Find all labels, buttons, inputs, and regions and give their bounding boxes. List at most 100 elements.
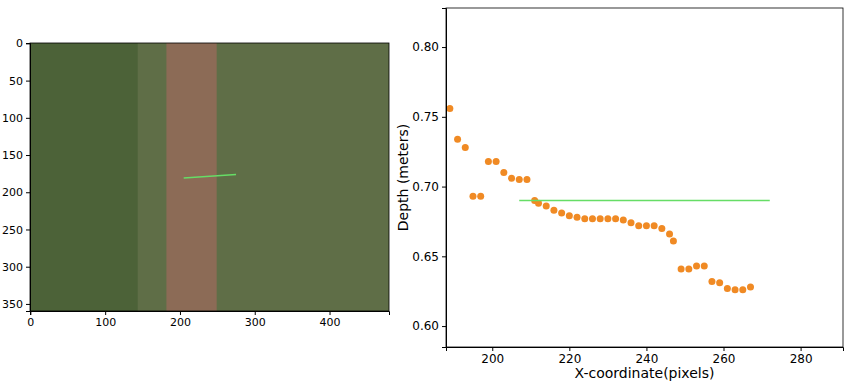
tick: 300 xyxy=(2,261,30,274)
point xyxy=(701,263,708,270)
tick-mark xyxy=(26,118,30,119)
tick-label: 0.65 xyxy=(412,250,439,264)
point xyxy=(747,284,754,291)
axis-line xyxy=(26,44,31,312)
tick: 250 xyxy=(2,224,30,237)
tick: 0.70 xyxy=(412,180,446,194)
tick: 260 xyxy=(713,347,736,366)
point xyxy=(550,207,557,214)
point xyxy=(658,225,665,232)
tick-label: 300 xyxy=(245,316,266,329)
point xyxy=(523,176,530,183)
point xyxy=(566,212,573,219)
tick-mark xyxy=(255,311,256,315)
point xyxy=(651,222,658,229)
point xyxy=(666,231,673,238)
tick-mark xyxy=(442,256,446,257)
point xyxy=(739,286,746,293)
point xyxy=(485,158,492,165)
point xyxy=(620,217,627,224)
point xyxy=(597,215,604,222)
tick: 200 xyxy=(2,186,30,199)
tick-mark xyxy=(26,229,30,230)
frame xyxy=(446,8,843,347)
point xyxy=(716,279,723,286)
tick-label: 0.60 xyxy=(412,319,439,333)
point xyxy=(670,237,677,244)
line xyxy=(519,200,770,202)
tick-label: 0 xyxy=(27,316,34,329)
tick-label: 100 xyxy=(95,316,116,329)
tick-label: 200 xyxy=(2,186,23,199)
axis-line xyxy=(442,9,447,348)
point xyxy=(558,210,565,217)
tick: 100 xyxy=(2,112,30,125)
point xyxy=(574,214,581,221)
tick: 220 xyxy=(558,347,581,366)
axis-line xyxy=(447,348,844,352)
tick-mark xyxy=(26,81,30,82)
photo-foliage xyxy=(30,43,138,311)
tick-mark xyxy=(26,192,30,193)
tick-label: 200 xyxy=(170,316,191,329)
tick-mark xyxy=(442,117,446,118)
chart-0: 0100200300400050100150200250300350 xyxy=(2,37,390,328)
point xyxy=(643,222,650,229)
point xyxy=(732,286,739,293)
tick-label: 260 xyxy=(713,352,736,366)
point xyxy=(685,265,692,272)
tick: 280 xyxy=(790,347,813,366)
tick-label: 100 xyxy=(2,112,23,125)
tick-mark xyxy=(442,326,446,327)
tick-label: 50 xyxy=(9,75,23,88)
point xyxy=(477,193,484,200)
x-axis: 200 220 240 260 280 xyxy=(447,347,844,366)
tick: 100 xyxy=(95,311,116,329)
tick: 240 xyxy=(635,347,658,366)
plot-area xyxy=(446,105,769,293)
tick-mark xyxy=(26,155,30,156)
point xyxy=(604,215,611,222)
tick: 0.75 xyxy=(412,110,446,124)
point xyxy=(612,215,619,222)
frame xyxy=(30,43,389,311)
tick-mark xyxy=(26,43,30,44)
tick-label: 240 xyxy=(635,352,658,366)
tick-label: 0 xyxy=(16,37,23,50)
tick-mark xyxy=(801,347,802,351)
tick: 0 xyxy=(16,37,30,50)
x-axis-title: X-coordinate(pixels) xyxy=(575,365,715,381)
tick-mark xyxy=(26,267,30,268)
tick: 0 xyxy=(27,311,34,329)
point xyxy=(543,203,550,210)
tick-label: 0.70 xyxy=(412,180,439,194)
x-axis: 0100200300400 xyxy=(27,311,389,329)
tick: 0.60 xyxy=(412,319,446,333)
point xyxy=(454,136,461,143)
tick-label: 0.75 xyxy=(412,110,439,124)
y-axis: 0.60 0.65 0.70 0.75 0.80 xyxy=(412,9,446,348)
tick-mark xyxy=(569,347,570,351)
chart-1: 200 220 240 260 280 0.60 0.65 0.70 0.75 0.80 X-coo… xyxy=(395,8,844,381)
tick: 0.65 xyxy=(412,250,446,264)
point xyxy=(493,158,500,165)
tick-label: 280 xyxy=(790,352,813,366)
point xyxy=(635,222,642,229)
tick-mark xyxy=(330,311,331,315)
tick-label: 200 xyxy=(481,352,504,366)
tick: 350 xyxy=(2,298,30,311)
point xyxy=(693,263,700,270)
tick-mark xyxy=(442,47,446,48)
tick: 300 xyxy=(245,311,266,329)
point xyxy=(589,215,596,222)
tick-mark xyxy=(180,311,181,315)
point xyxy=(628,219,635,226)
point xyxy=(708,278,715,285)
tick-mark xyxy=(26,304,30,305)
point xyxy=(581,215,588,222)
tick: 0.80 xyxy=(412,40,446,54)
points xyxy=(446,105,754,293)
point xyxy=(462,144,469,151)
tick-mark xyxy=(646,347,647,351)
point xyxy=(500,169,507,176)
